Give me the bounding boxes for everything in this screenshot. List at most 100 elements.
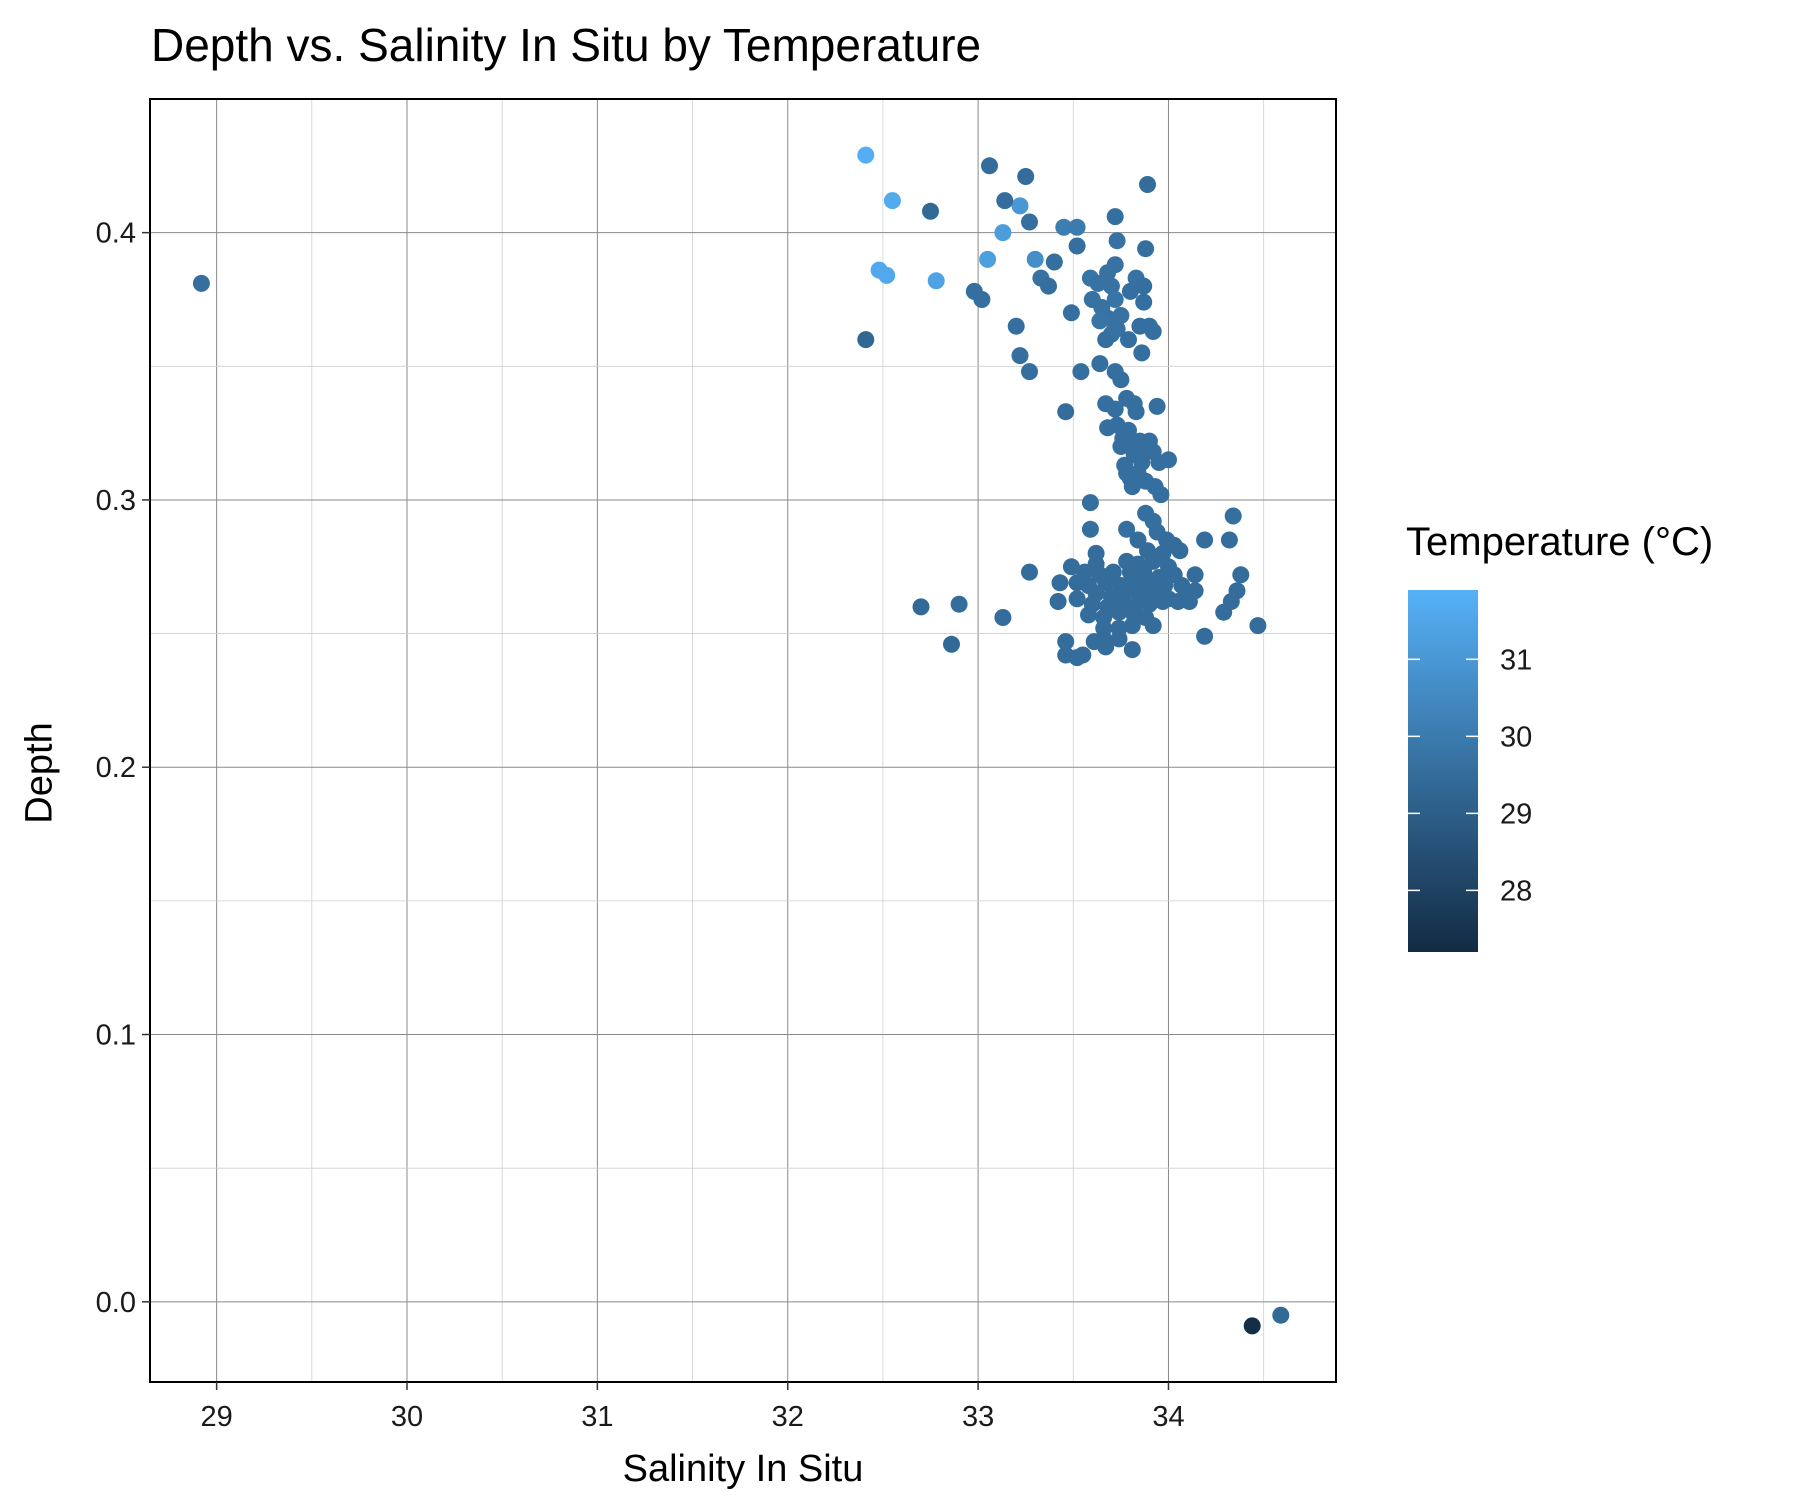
data-point (1127, 403, 1145, 421)
plot-panel-border (149, 98, 1337, 1383)
data-point (857, 331, 875, 349)
data-point (1144, 617, 1162, 635)
x-tick-label: 30 (391, 1401, 423, 1433)
data-point (857, 146, 875, 164)
data-point (1120, 331, 1137, 349)
data-point (1021, 213, 1038, 231)
data-point (1026, 250, 1044, 268)
data-point (950, 595, 968, 613)
colorbar-tick-label: 31 (1500, 644, 1532, 676)
data-point (1121, 282, 1139, 300)
data-point (1148, 397, 1166, 415)
data-point (1196, 627, 1214, 645)
data-point (1017, 168, 1035, 185)
data-point (994, 609, 1012, 626)
data-point (1135, 293, 1153, 311)
data-point (1220, 531, 1238, 549)
data-point (1272, 1306, 1290, 1324)
data-point (1180, 593, 1198, 610)
data-point (996, 192, 1014, 210)
y-tick-label: 0.1 (96, 1020, 136, 1052)
data-point (1072, 363, 1090, 381)
data-point (1224, 507, 1242, 525)
data-point (1137, 240, 1155, 258)
data-point (922, 202, 939, 220)
colorbar (1408, 590, 1478, 952)
data-point (1057, 403, 1075, 421)
colorbar-tick-label: 28 (1500, 875, 1532, 907)
colorbar-tick-label: 29 (1500, 798, 1532, 830)
data-point (878, 266, 896, 284)
data-points (192, 146, 1290, 1335)
data-point (1068, 590, 1086, 608)
data-point (1097, 638, 1115, 656)
y-tick-label: 0.4 (96, 218, 136, 250)
data-point (1120, 421, 1137, 439)
x-tick-label: 34 (1152, 1401, 1184, 1433)
data-point (1062, 558, 1080, 576)
color-legend: 28 29 30 31 (1408, 590, 1532, 952)
data-point (1139, 176, 1156, 193)
data-point (1091, 312, 1109, 330)
colorbar-tick-label: 30 (1500, 721, 1532, 753)
data-point (1068, 237, 1086, 255)
axis-ticks: 29 30 31 32 33 34 0.0 0.1 0.2 0.3 0.4 (96, 218, 1185, 1433)
data-point (1068, 218, 1086, 236)
data-point (1112, 371, 1130, 389)
data-point (1040, 277, 1057, 295)
data-point (1140, 595, 1158, 613)
data-point (912, 598, 930, 616)
data-point (1106, 208, 1124, 226)
y-tick-label: 0.2 (96, 752, 136, 784)
data-point (1144, 323, 1162, 340)
data-point (981, 157, 998, 175)
x-tick-label: 29 (200, 1401, 232, 1433)
data-point (1051, 574, 1069, 592)
data-point (1108, 320, 1126, 338)
data-point (1196, 531, 1214, 549)
data-point (1045, 253, 1063, 271)
data-point (1123, 617, 1141, 635)
data-point (1062, 304, 1080, 322)
data-point (1110, 630, 1128, 648)
data-point (1243, 1317, 1261, 1335)
data-point (1007, 317, 1025, 335)
data-point (1106, 291, 1124, 308)
data-point (1021, 563, 1038, 581)
data-point (192, 274, 210, 292)
data-point (1123, 641, 1141, 659)
data-point (883, 192, 901, 210)
data-point (1123, 478, 1141, 496)
data-point (927, 272, 945, 290)
chart-title: Depth vs. Salinity In Situ by Temperatur… (151, 19, 982, 71)
data-point (1021, 363, 1038, 381)
data-point (1097, 331, 1115, 349)
data-point (1135, 277, 1153, 295)
data-point (1011, 347, 1029, 365)
data-point (979, 250, 997, 268)
data-point (1081, 494, 1099, 512)
data-point (1106, 400, 1124, 418)
data-point (1106, 256, 1124, 274)
data-point (1108, 232, 1126, 250)
data-point (1118, 520, 1136, 538)
data-point (1102, 277, 1120, 295)
data-point (1112, 307, 1130, 324)
y-tick-label: 0.0 (96, 1287, 136, 1319)
data-point (1215, 603, 1233, 621)
data-point (1080, 606, 1097, 624)
data-point (1091, 355, 1109, 373)
data-point (1171, 542, 1189, 560)
data-point (1186, 566, 1204, 584)
data-point (1011, 197, 1029, 215)
data-point (1074, 646, 1092, 664)
data-point (1160, 451, 1177, 469)
x-tick-label: 33 (962, 1401, 994, 1433)
y-axis-label: Depth (18, 722, 61, 824)
y-tick-label: 0.3 (96, 485, 136, 517)
data-point (1055, 218, 1073, 236)
data-point (1232, 566, 1250, 584)
data-point (1152, 486, 1170, 504)
data-point (1110, 603, 1128, 621)
